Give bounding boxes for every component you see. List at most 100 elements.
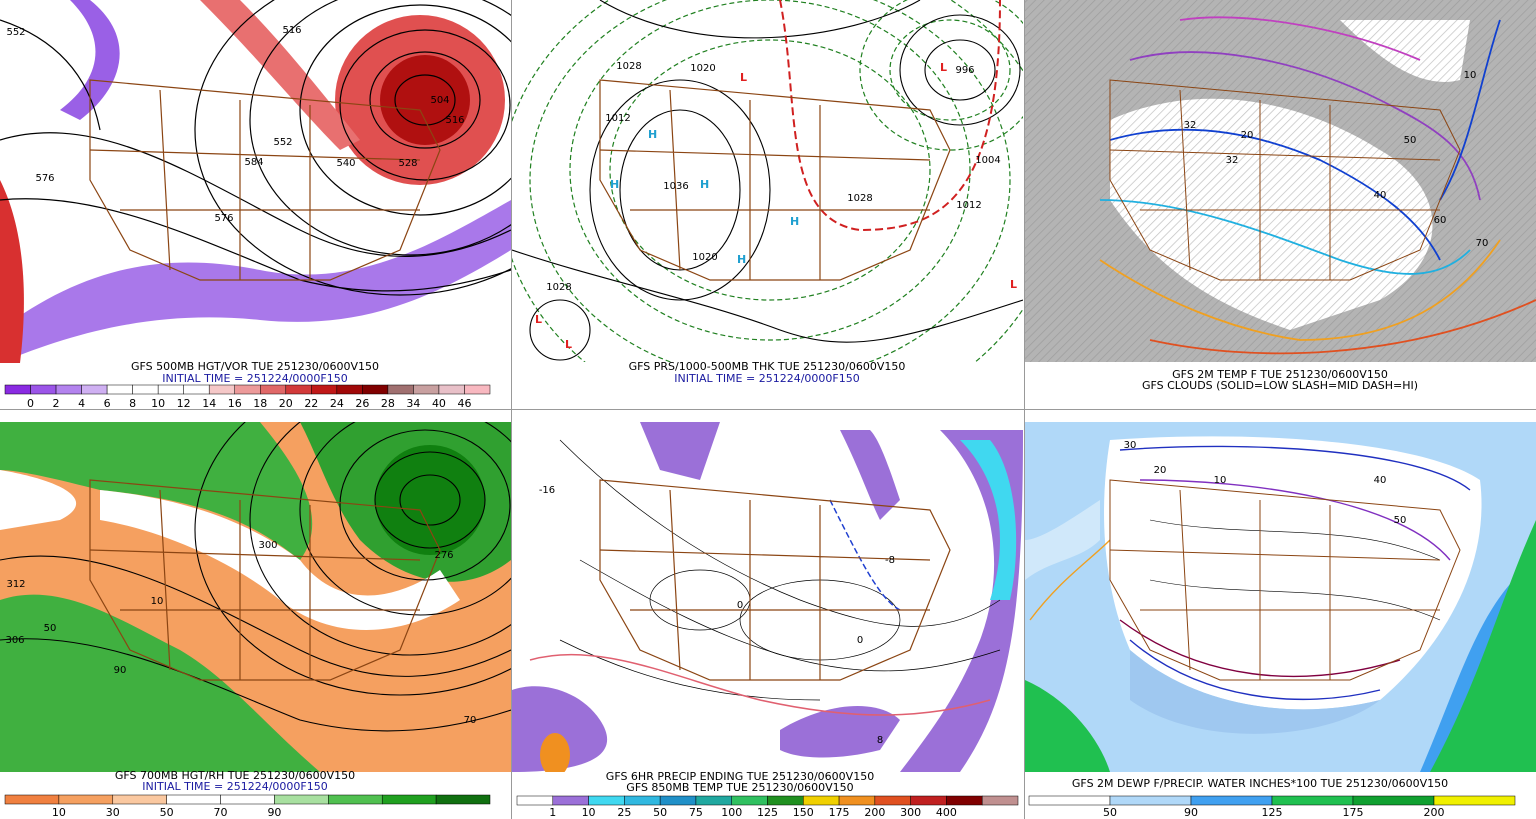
colorbar-swatch [659, 795, 697, 806]
map-label: 10 [1214, 475, 1227, 486]
colorbar-label: 150 [793, 806, 814, 819]
map-label: 30 [1124, 440, 1137, 451]
map-label: 584 [244, 157, 263, 168]
colorbar-label: 90 [1184, 806, 1198, 819]
pressure-centers: H H H H H L L L L L [535, 61, 1017, 351]
map-label: 70 [1476, 238, 1489, 249]
colorbar-swatch [234, 384, 261, 395]
map-label: 50 [44, 623, 57, 634]
map-2m-temp [1025, 0, 1536, 362]
colorbar-swatch [362, 384, 389, 395]
colorbar-label: 16 [228, 397, 242, 410]
svg-text:L: L [940, 61, 947, 74]
map-label: 312 [6, 579, 25, 590]
colorbar-label: 12 [177, 397, 191, 410]
map-label: 504 [430, 95, 449, 106]
colorbar-swatch [874, 795, 911, 806]
colorbar-swatch [695, 795, 732, 806]
map-label: 20 [1154, 465, 1167, 476]
colorbar-swatch [112, 794, 167, 805]
svg-text:H: H [648, 128, 657, 141]
colorbar-swatch [1271, 795, 1354, 806]
map-label: 60 [1434, 215, 1447, 226]
caption: GFS 700MB HGT/RH TUE 251230/0600V150 [115, 769, 355, 782]
map-label: 32 [1184, 120, 1197, 131]
map-label: 576 [35, 173, 54, 184]
map-label: 1020 [692, 252, 717, 263]
colorbar-label: 20 [279, 397, 293, 410]
colorbar-swatch [413, 384, 440, 395]
colorbar-swatch [1109, 795, 1192, 806]
caption: INITIAL TIME = 251224/0000F150 [674, 372, 859, 385]
map-label: 576 [214, 213, 233, 224]
colorbar-label: 300 [900, 806, 921, 819]
caption: GFS 6HR PRECIP ENDING TUE 251230/0600V15… [606, 770, 874, 783]
svg-text:L: L [535, 313, 542, 326]
colorbar-swatch [464, 384, 491, 395]
map-label: -16 [539, 485, 555, 496]
map-label: 90 [114, 665, 127, 676]
svg-text:H: H [610, 178, 619, 191]
colorbar-label: 2 [53, 397, 60, 410]
colorbar-label: 30 [106, 806, 120, 819]
colorbar-swatch [260, 384, 287, 395]
svg-text:L: L [1010, 278, 1017, 291]
map-label: 1012 [605, 113, 630, 124]
panel: 30 20 10 40 50 GFS 2M DEWP F/PRECIP. WATER IN… [1028, 440, 1516, 819]
colorbar-swatch [55, 384, 82, 395]
colorbar-label: 200 [1424, 806, 1445, 819]
colorbar-swatch [588, 795, 625, 806]
map-label: 1004 [975, 155, 1000, 166]
colorbar-swatch [1190, 795, 1273, 806]
colorbar-swatch [731, 795, 768, 806]
colorbar-label: 90 [267, 806, 281, 819]
colorbar-swatch [183, 384, 210, 395]
colorbar-swatch [166, 794, 221, 805]
colorbar-label: 70 [214, 806, 228, 819]
colorbar-label: 125 [757, 806, 778, 819]
colorbar-swatch [838, 795, 876, 806]
colorbar-swatch [1352, 795, 1435, 806]
caption: GFS PRS/1000-500MB THK TUE 251230/0600V1… [629, 360, 906, 373]
colorbar-swatch [387, 384, 414, 395]
map-label: 0 [737, 600, 743, 611]
colorbar-swatch [81, 384, 108, 395]
map-label: 1028 [847, 193, 872, 204]
colorbar-label: 75 [689, 806, 703, 819]
svg-text:L: L [565, 338, 572, 351]
map-label: 10 [151, 596, 164, 607]
map-500mb [0, 0, 511, 363]
colorbar-label: 125 [1262, 806, 1283, 819]
map-label: 516 [282, 25, 301, 36]
caption: INITIAL TIME = 251224/0000F150 [162, 372, 347, 385]
colorbar-swatch [624, 795, 661, 806]
map-label: 306 [5, 635, 24, 646]
colorbar-label: 10 [582, 806, 596, 819]
panel: 32 20 32 10 70 60 50 40 GFS 2M TEMP F TUE 251230… [1142, 70, 1488, 392]
svg-text:H: H [790, 215, 799, 228]
colorbar-swatch [328, 794, 383, 805]
colorbar-swatch [767, 795, 804, 806]
map-label: 516 [445, 115, 464, 126]
colorbar-label: 50 [160, 806, 174, 819]
map-label: 10 [1464, 70, 1477, 81]
colorbar-label: 8 [129, 397, 136, 410]
colorbar-label: 6 [104, 397, 111, 410]
colorbar-label: 28 [381, 397, 395, 410]
colorbar-label: 14 [202, 397, 216, 410]
colorbar-label: 100 [721, 806, 742, 819]
colorbar-swatch [516, 795, 554, 806]
colorbar-swatch [435, 794, 491, 805]
map-label: 32 [1226, 155, 1239, 166]
colorbar-label: 4 [78, 397, 85, 410]
colorbar-swatch [274, 794, 329, 805]
colorbar-label: 24 [330, 397, 344, 410]
map-label: 540 [336, 158, 355, 169]
colorbar-label: 1 [549, 806, 556, 819]
colorbar-label: 400 [936, 806, 957, 819]
map-label: 1012 [956, 200, 981, 211]
caption: GFS 2M DEWP F/PRECIP. WATER INCHES*100 T… [1072, 777, 1448, 790]
colorbar-swatch [552, 795, 589, 806]
map-label: 50 [1404, 135, 1417, 146]
map-700mb [0, 422, 511, 772]
